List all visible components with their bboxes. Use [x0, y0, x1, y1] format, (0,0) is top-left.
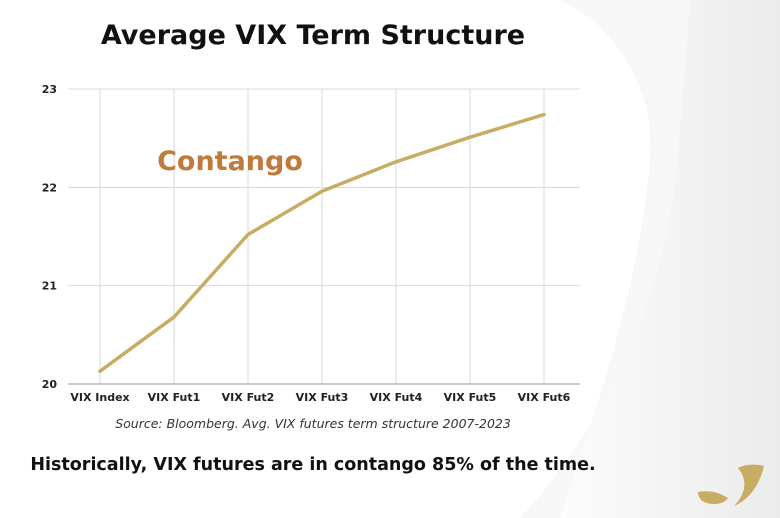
labels-layer: 20 21 22 23 VIX Index VIX Fut1 VIX Fut2 VIX Fut… [42, 83, 571, 404]
chart-title: Average VIX Term Structure [100, 20, 526, 51]
contango-annotation: Contango [157, 146, 303, 177]
x-tick-label: VIX Fut1 [148, 391, 201, 404]
brand-logo-icon [698, 464, 764, 506]
contango-footnote: Historically, VIX futures are in contang… [30, 455, 596, 475]
series-layer [98, 112, 546, 373]
y-tick-label: 21 [42, 280, 57, 293]
y-tick-label: 20 [42, 378, 58, 391]
x-tick-label: VIX Fut2 [222, 391, 275, 404]
x-tick-label: VIX Fut5 [444, 391, 497, 404]
x-tick-label: VIX Fut4 [370, 391, 423, 404]
y-tick-label: 23 [42, 83, 57, 96]
x-tick-label: VIX Fut6 [518, 391, 571, 404]
source-note: Source: Bloomberg. Avg. VIX futures term… [115, 416, 511, 431]
x-tick-label: VIX Fut3 [296, 391, 349, 404]
y-tick-label: 22 [42, 181, 57, 194]
x-tick-label: VIX Index [70, 391, 129, 404]
